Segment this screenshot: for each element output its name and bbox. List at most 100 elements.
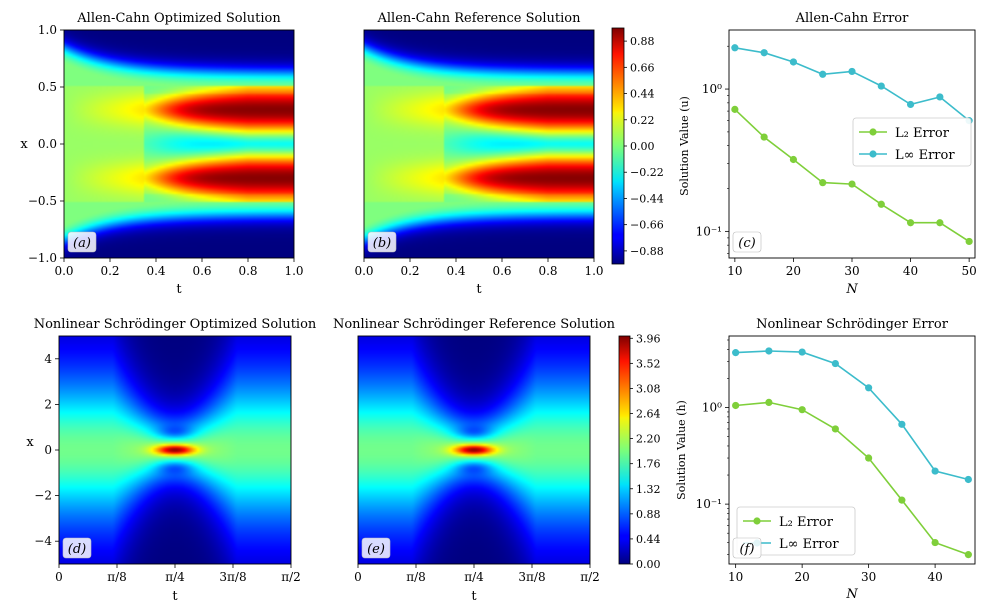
c-legend-entry: L∞ Error: [895, 148, 955, 163]
c-y-tick-label: 10⁻¹: [696, 224, 722, 238]
f-legend: L₂ Error L∞ Error: [736, 506, 856, 556]
f-series-point-0: [798, 406, 806, 414]
b-x-tick-label: 0.6: [492, 264, 511, 278]
a-x-tick-label: 0.8: [238, 264, 257, 278]
f-panel-label: (f): [740, 542, 755, 557]
f-series-point-0: [931, 538, 939, 547]
f-x-tick-label: 40: [927, 570, 942, 584]
c-panel-label: (c): [738, 236, 755, 251]
a-panel-label: (a): [73, 236, 91, 251]
d-x-tick-label: 3π/8: [219, 570, 246, 584]
b-frame: [363, 29, 595, 259]
e-colorbar-tick-label: 2.64: [636, 408, 661, 421]
a-x-tick-label: 0.0: [54, 264, 73, 278]
c-series-point-0: [819, 179, 827, 187]
e-colorbar-tick-label: 3.08: [636, 382, 661, 395]
b-heatmap: [364, 30, 594, 258]
c-legend-entry: L₂ Error: [895, 126, 950, 141]
a-heatmap: [64, 30, 294, 258]
a-x-tick-label: 1.0: [284, 264, 303, 278]
f-y-tick-label: 10⁻¹: [696, 497, 722, 511]
f-series-point-1: [964, 475, 972, 484]
f-series-point-1: [865, 384, 873, 392]
e-colorbar-tick-label: 3.96: [636, 332, 661, 345]
d-ylabel: x: [26, 435, 34, 450]
c-series-point-0: [936, 219, 944, 227]
d-label-box: [62, 537, 92, 559]
c-x-tick-label: 10: [727, 264, 742, 278]
c-x-tick-label: 20: [786, 264, 801, 278]
b-colorbar-tick-label: 0.44: [630, 88, 655, 101]
f-series-point-0: [765, 398, 773, 406]
e-colorbar-label: Solution Value (h): [675, 400, 688, 500]
b-x-tick-label: 0.4: [446, 264, 465, 278]
f-title: Nonlinear Schrödinger Error: [756, 317, 949, 332]
e-colorbar: [618, 335, 631, 565]
c-title: Allen-Cahn Error: [795, 11, 909, 26]
c-series-point-1: [936, 93, 944, 101]
b-panel-label: (b): [373, 236, 391, 251]
e-colorbar-tick-label: 1.32: [636, 483, 661, 496]
b-colorbar-tick-label: 0.22: [630, 114, 655, 127]
e-x-tick-label: π/8: [406, 570, 426, 584]
d-title: Nonlinear Schrödinger Optimized Solution: [34, 317, 317, 332]
f-legend-entry: L₂ Error: [779, 515, 834, 530]
b-x-tick-label: 1.0: [584, 264, 603, 278]
c-series-point-1: [731, 44, 739, 52]
d-xlabel: t: [172, 589, 178, 604]
c-series-point-0: [877, 200, 885, 208]
b-colorbar: [611, 27, 625, 265]
b-colorbar-tick-label: 0.88: [630, 35, 655, 48]
c-series-point-0: [848, 180, 856, 188]
d-y-tick-label: −2: [34, 489, 52, 503]
a-ylabel: x: [20, 137, 28, 152]
f-series-point-0: [898, 496, 906, 504]
a-x-tick-label: 0.2: [100, 264, 119, 278]
f-series-point-0: [831, 425, 839, 433]
f-series-point-1: [732, 349, 740, 357]
b-colorbar-tick-label: −0.22: [630, 166, 664, 179]
c-x-tick-label: 30: [844, 264, 859, 278]
f-label-box: [732, 537, 762, 559]
e-colorbar-tick-label: 0.88: [636, 508, 661, 521]
e-colorbar-tick-label: 1.76: [636, 458, 661, 471]
f-frame: [728, 335, 976, 565]
c-series-line-1: [734, 47, 970, 122]
e-label-box: [361, 537, 391, 559]
a-title: Allen-Cahn Optimized Solution: [76, 11, 281, 26]
c-series-point-1: [819, 70, 827, 78]
a-x-tick-label: 0.6: [192, 264, 211, 278]
d-x-tick-label: π/4: [165, 570, 185, 584]
a-y-tick-label: 0.0: [38, 137, 57, 151]
f-y-tick-label: 10⁰: [702, 401, 722, 415]
b-x-tick-label: 0.2: [400, 264, 419, 278]
f-series-point-1: [831, 359, 839, 368]
c-legend-marker: [869, 128, 877, 136]
f-x-tick-label: 30: [861, 570, 876, 584]
c-xlabel: N: [845, 282, 858, 297]
b-colorbar-tick-label: 0.00: [630, 140, 655, 153]
c-legend: L₂ Error L∞ Error: [852, 117, 972, 167]
b-xlabel: t: [476, 282, 482, 297]
b-label-box: [367, 231, 397, 253]
a-y-tick-label: 0.5: [38, 80, 57, 94]
d-x-tick-label: 0: [55, 570, 63, 584]
c-series-point-0: [731, 105, 739, 113]
c-series-point-1: [760, 49, 768, 57]
e-colorbar-tick-label: 0.00: [636, 558, 661, 571]
d-x-tick-label: π/2: [281, 570, 301, 584]
e-title: Nonlinear Schrödinger Reference Solution: [333, 317, 616, 332]
b-colorbar-tick-label: −0.88: [630, 245, 664, 258]
b-x-tick-label: 0.0: [354, 264, 373, 278]
a-y-tick-label: 1.0: [38, 23, 57, 37]
f-legend-entry: L∞ Error: [779, 537, 839, 552]
d-y-tick-label: 4: [44, 352, 52, 366]
d-heatmap: [59, 336, 291, 564]
f-x-tick-label: 20: [794, 570, 809, 584]
f-series-point-0: [865, 454, 873, 462]
d-y-tick-label: 2: [44, 397, 52, 411]
c-label-box: [732, 231, 762, 253]
f-series-point-1: [798, 348, 806, 356]
f-series-line-0: [735, 401, 969, 556]
